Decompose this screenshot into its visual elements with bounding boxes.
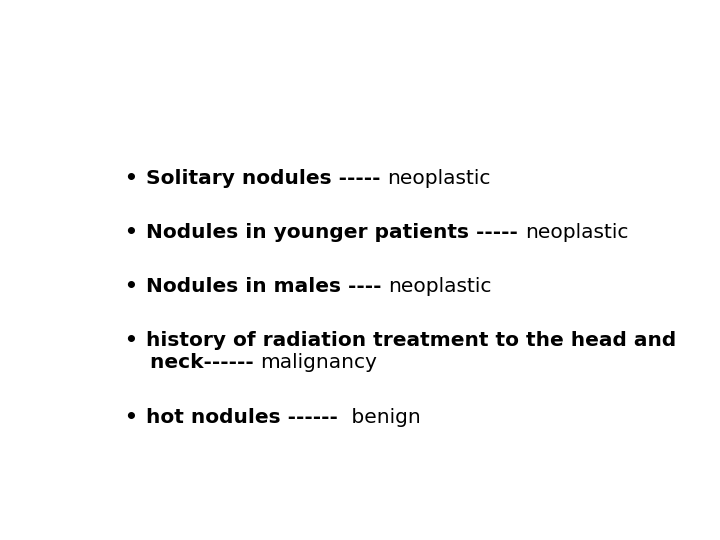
Text: Solitary nodules -----: Solitary nodules ----- [145,169,387,188]
Text: neoplastic: neoplastic [387,169,490,188]
Text: Nodules in younger patients -----: Nodules in younger patients ----- [145,223,525,242]
Text: •: • [124,408,137,427]
Text: hot nodules ------: hot nodules ------ [145,408,345,427]
Text: •: • [124,169,137,188]
Text: neck------: neck------ [150,353,261,372]
Text: •: • [124,223,137,242]
Text: history of radiation treatment to the head and: history of radiation treatment to the he… [145,331,676,350]
Text: neoplastic: neoplastic [388,277,492,296]
Text: •: • [124,277,137,296]
Text: •: • [124,331,137,350]
Text: Nodules in males ----: Nodules in males ---- [145,277,388,296]
Text: benign: benign [345,408,420,427]
Text: malignancy: malignancy [261,353,377,372]
Text: neoplastic: neoplastic [525,223,628,242]
